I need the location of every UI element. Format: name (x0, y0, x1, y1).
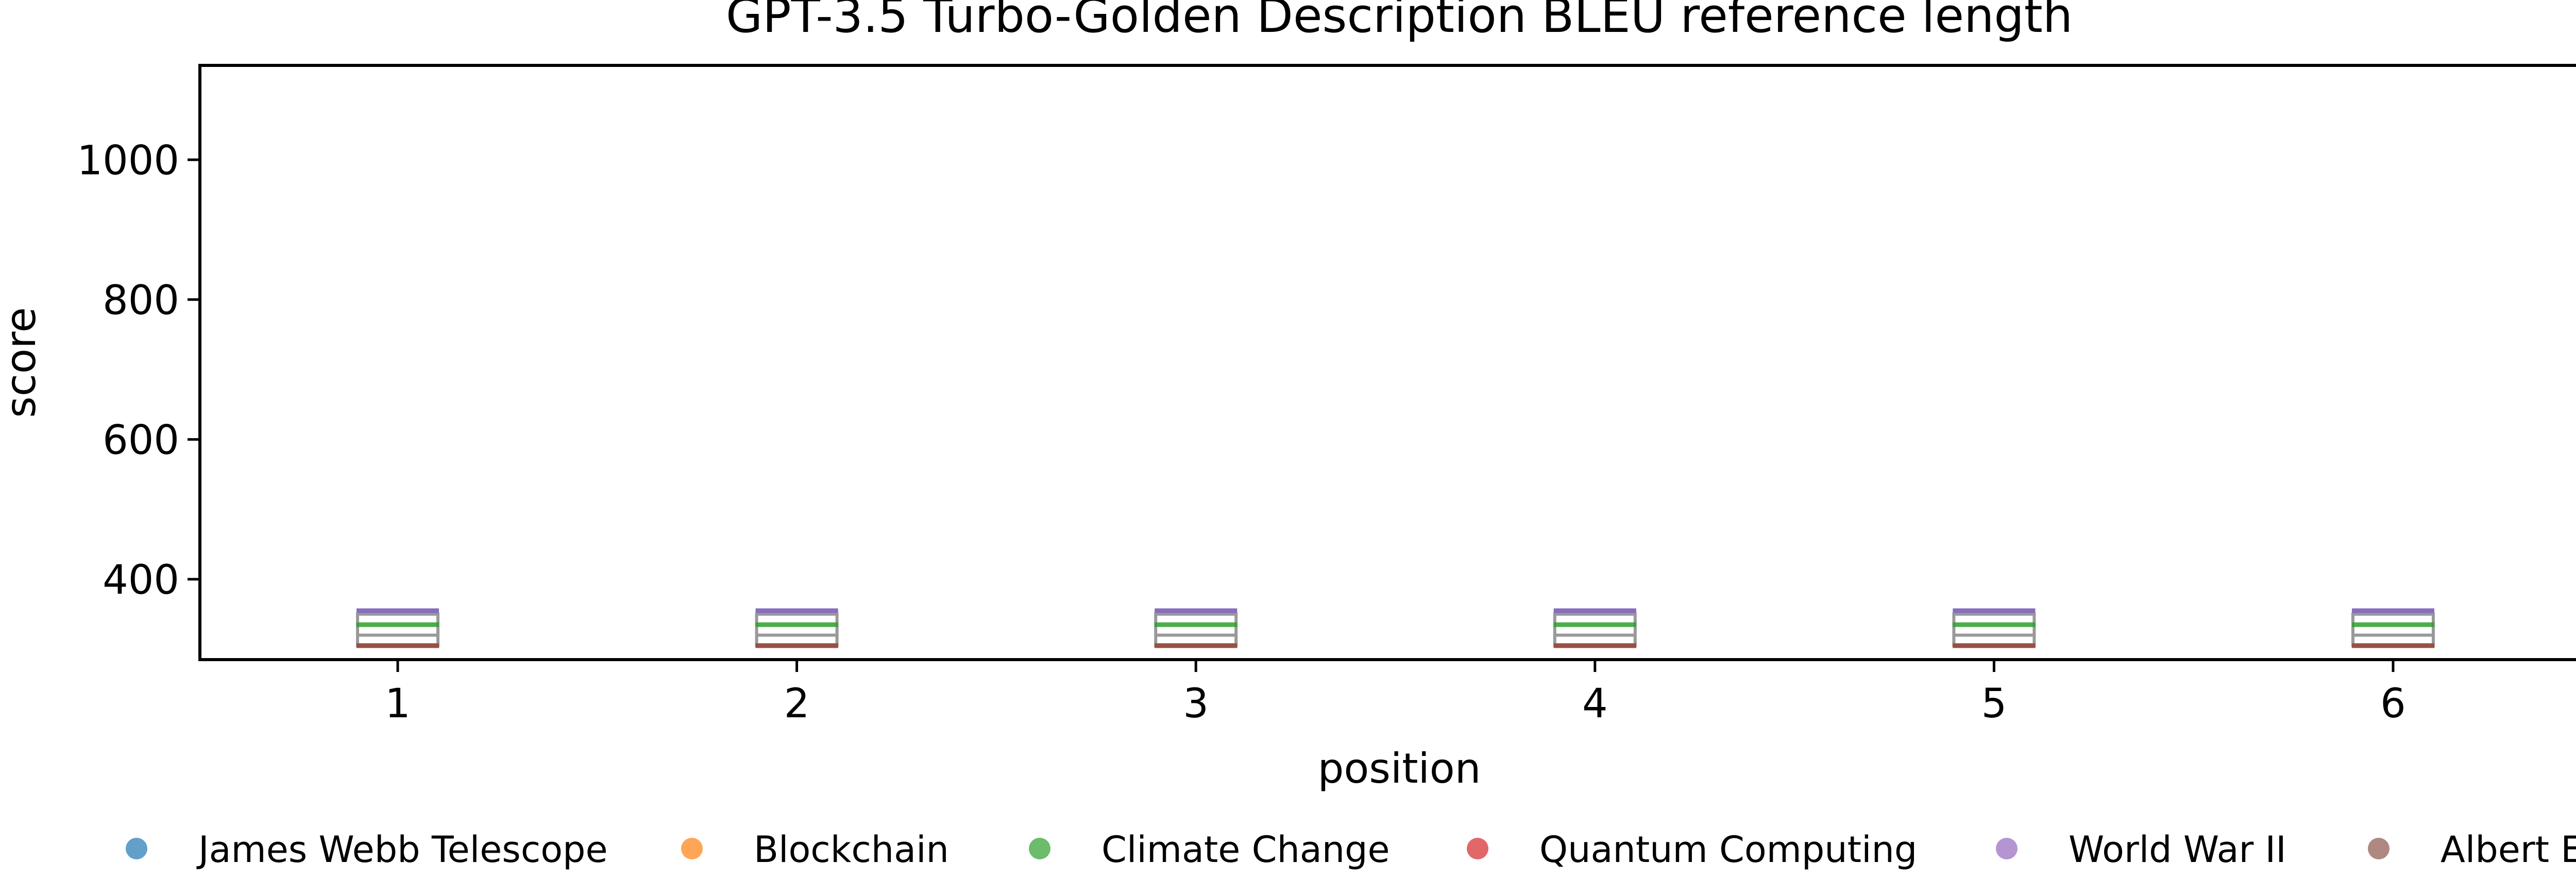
y-tick-label: 800 (103, 278, 179, 324)
legend-marker (681, 838, 703, 859)
box-body (1553, 612, 1637, 647)
box-body (1952, 612, 2036, 647)
x-tick-label: 5 (1981, 681, 2007, 727)
x-tick-label: 2 (784, 681, 810, 727)
box-group (755, 608, 839, 648)
legend-label: Albert Einstein (2441, 829, 2576, 871)
box-group (356, 608, 439, 648)
legend-label: Quantum Computing (1539, 829, 1917, 871)
legend-label: World War II (2069, 829, 2286, 871)
plot-area (198, 64, 2576, 661)
box-body (2351, 612, 2435, 647)
legend-marker (1029, 838, 1050, 859)
y-axis: 400 600 800 1000 (77, 137, 200, 603)
y-tick-label: 600 (103, 417, 179, 463)
legend-label: Blockchain (754, 829, 949, 871)
box-group (1952, 608, 2036, 648)
y-tick-label: 1000 (77, 137, 179, 184)
legend: James Webb Telescope Blockchain Climate Ch… (126, 829, 2576, 871)
box-group (2351, 608, 2435, 648)
legend-label: Climate Change (1101, 829, 1390, 871)
x-tick-label: 1 (385, 681, 411, 727)
data-layer (356, 608, 2435, 648)
box-group (1154, 608, 1238, 648)
box-body (356, 612, 439, 647)
box-group (1553, 608, 1637, 648)
x-tick-label: 3 (1183, 681, 1209, 727)
x-axis-label: position (1318, 745, 1481, 792)
plot-frame (198, 64, 2576, 661)
box-body (755, 612, 839, 647)
legend-marker (1996, 838, 2018, 859)
box-body (1154, 612, 1238, 647)
y-axis-label: score (0, 307, 45, 418)
x-tick-label: 4 (1582, 681, 1608, 727)
x-axis: 1 2 3 4 5 6 (385, 660, 2406, 727)
y-tick-label: 400 (103, 557, 179, 603)
legend-label: James Webb Telescope (196, 829, 608, 871)
legend-marker (2368, 838, 2389, 859)
legend-marker (126, 838, 147, 859)
x-tick-label: 6 (2380, 681, 2406, 727)
legend-marker (1467, 838, 1488, 859)
chart-title: GPT-3.5 Turbo-Golden Description BLEU re… (726, 0, 2073, 43)
